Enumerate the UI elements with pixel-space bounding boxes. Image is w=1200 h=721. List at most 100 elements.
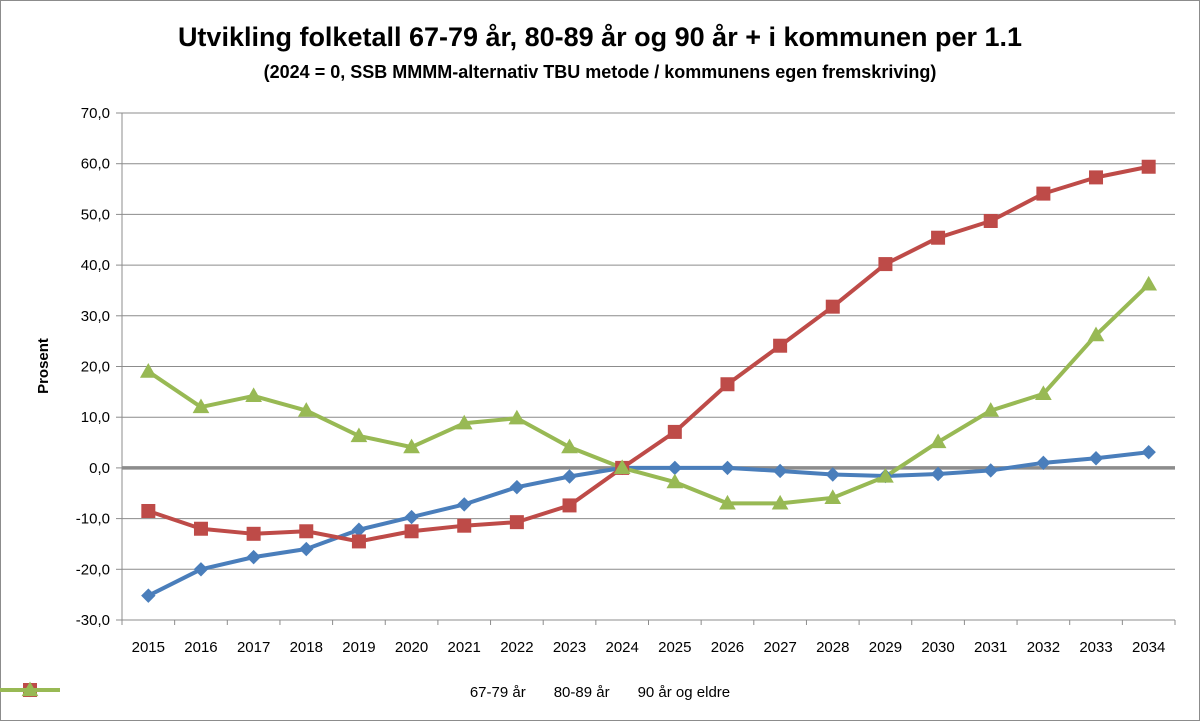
data-point — [404, 524, 419, 539]
data-point — [192, 398, 210, 414]
data-point — [297, 402, 315, 417]
y-tick-label: 20,0 — [81, 359, 110, 376]
x-tick-label: 2024 — [605, 639, 638, 656]
x-tick-label: 2018 — [290, 639, 323, 656]
data-point — [350, 427, 368, 443]
x-tick-label: 2027 — [763, 639, 796, 656]
y-axis-label: Prosent — [35, 338, 52, 394]
data-point — [139, 363, 157, 378]
data-point — [825, 467, 840, 482]
data-point — [771, 494, 789, 510]
data-point — [929, 433, 947, 449]
y-tick-label: -20,0 — [76, 561, 110, 578]
x-tick-label: 2031 — [974, 639, 1007, 656]
data-point — [1087, 326, 1105, 342]
y-tick-label: 0,0 — [89, 460, 110, 477]
x-tick-label: 2016 — [184, 639, 217, 656]
y-tick-label: 30,0 — [81, 308, 110, 325]
data-point — [720, 460, 735, 476]
y-tick-label: 10,0 — [81, 409, 110, 426]
data-point — [193, 521, 208, 536]
series-lines — [147, 164, 1151, 598]
data-point — [457, 497, 472, 512]
x-tick-label: 2019 — [342, 639, 375, 656]
data-point — [1088, 451, 1104, 466]
data-point — [351, 522, 367, 537]
data-point — [877, 468, 894, 483]
y-tick-label: -10,0 — [76, 511, 110, 528]
data-point — [1089, 170, 1104, 185]
data-point — [246, 526, 261, 541]
x-tick-label: 2034 — [1132, 639, 1165, 656]
data-point — [509, 479, 525, 495]
data-point — [299, 541, 314, 557]
data-point — [193, 562, 209, 577]
x-tick-label: 2026 — [711, 639, 744, 656]
legend-item: 90 år og eldre — [0, 681, 731, 701]
x-tick-label: 2021 — [448, 639, 481, 656]
x-tick-label: 2033 — [1079, 639, 1112, 656]
x-tick-label: 2022 — [500, 639, 533, 656]
chart-title: Utvikling folketall 67-79 år, 80-89 år o… — [177, 22, 1023, 52]
data-point — [667, 460, 683, 476]
data-point — [457, 518, 472, 533]
data-point — [773, 338, 788, 353]
data-point — [562, 469, 577, 484]
y-tick-label: -30,0 — [76, 612, 110, 629]
series-line-1 — [147, 450, 1149, 598]
y-tick-label: 60,0 — [81, 156, 110, 173]
data-point — [931, 230, 946, 245]
series-line-2 — [147, 164, 1150, 544]
data-point — [245, 387, 262, 403]
y-axis-ticks: 70,0 60,0 50,0 40,0 30,0 20,0 10,0 0,0 -10,0 -20,… — [76, 105, 122, 629]
data-point — [404, 509, 419, 525]
y-tick-label: 40,0 — [81, 257, 110, 274]
legend-label: 80-89 år — [553, 683, 610, 701]
data-point — [1035, 385, 1052, 401]
x-tick-label: 2025 — [658, 639, 691, 656]
data-point — [351, 534, 366, 549]
x-tick-label: 2032 — [1027, 639, 1060, 656]
x-tick-label: 2017 — [237, 639, 270, 656]
data-point — [1036, 455, 1051, 471]
data-point — [455, 414, 473, 430]
legend-swatch — [0, 681, 60, 697]
data-point — [824, 489, 842, 504]
legend: 67-79 år 80-89 år 90 år og eldre — [0, 680, 1200, 704]
x-tick-label: 2015 — [132, 639, 165, 656]
series-markers — [139, 159, 1158, 603]
data-point — [878, 257, 893, 272]
legend-label: 67-79 år — [469, 683, 526, 701]
x-tick-label: 2030 — [921, 639, 954, 656]
data-point — [141, 588, 156, 603]
y-tick-label: 70,0 — [81, 105, 110, 122]
data-point — [613, 459, 631, 475]
data-point — [983, 463, 998, 478]
y-tick-label: 50,0 — [81, 206, 110, 223]
legend-item: 80-89 år — [0, 683, 610, 701]
data-point — [509, 515, 524, 530]
data-point — [403, 438, 420, 454]
data-point — [246, 549, 261, 565]
data-point — [772, 463, 788, 479]
chart-subtitle: (2024 = 0, SSB MMMM-alternativ TBU metod… — [263, 62, 937, 82]
data-point — [719, 494, 736, 510]
data-point — [508, 409, 526, 425]
data-point — [930, 466, 946, 482]
data-point — [982, 402, 1000, 417]
x-tick-label: 2020 — [395, 639, 428, 656]
data-point — [666, 473, 684, 489]
legend-label: 90 år og eldre — [637, 683, 731, 701]
data-point — [561, 438, 578, 454]
series-line-3 — [147, 282, 1151, 506]
legend-marker — [21, 681, 39, 697]
data-point — [667, 424, 682, 439]
data-point — [825, 299, 840, 314]
data-point — [141, 503, 156, 518]
data-point — [983, 213, 998, 228]
x-tick-label: 2028 — [816, 639, 849, 656]
x-axis-ticks: 2015 2016 2017 2018 2019 2020 2021 2022 2023 2024… — [121, 620, 1176, 656]
data-point — [1141, 159, 1156, 174]
